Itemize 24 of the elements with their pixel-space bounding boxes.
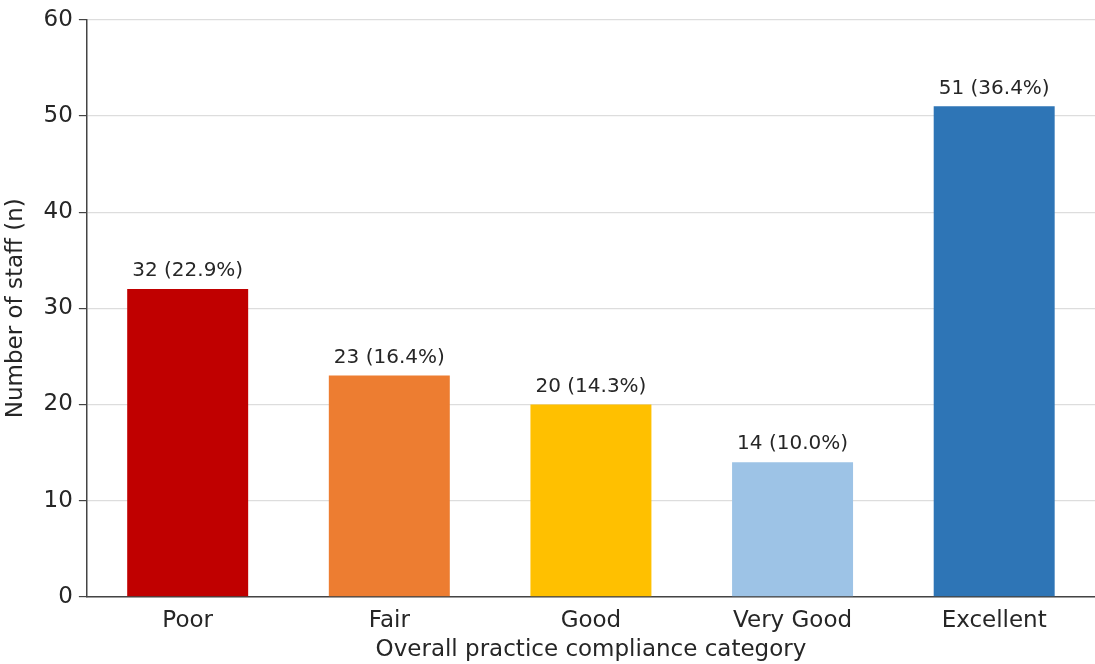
y-tick-label: 60	[43, 4, 73, 31]
y-tick-label: 50	[43, 100, 73, 127]
bar	[530, 404, 652, 597]
x-tick-label: Fair	[368, 605, 411, 632]
x-tick-label: Very Good	[733, 605, 853, 632]
y-tick-label: 10	[43, 485, 73, 512]
y-axis-title: Number of staff (n)	[0, 198, 27, 419]
bar	[732, 462, 854, 597]
data-label: 20 (14.3%)	[535, 372, 647, 397]
data-label: 32 (22.9%)	[132, 257, 244, 282]
bar	[933, 106, 1055, 597]
x-axis-title: Overall practice compliance category	[375, 635, 807, 662]
bar	[127, 289, 249, 597]
x-tick-label: Good	[560, 605, 622, 632]
bar	[328, 375, 450, 597]
data-label: 23 (16.4%)	[333, 343, 445, 368]
x-tick-label: Poor	[162, 605, 214, 632]
data-label: 14 (10.0%)	[737, 430, 849, 455]
y-tick-label: 0	[58, 581, 73, 608]
x-tick-label: Excellent	[941, 605, 1047, 632]
data-label: 51 (36.4%)	[938, 74, 1050, 99]
y-tick-label: 30	[43, 293, 73, 320]
y-tick-label: 20	[43, 389, 73, 416]
y-tick-label: 40	[43, 197, 73, 224]
